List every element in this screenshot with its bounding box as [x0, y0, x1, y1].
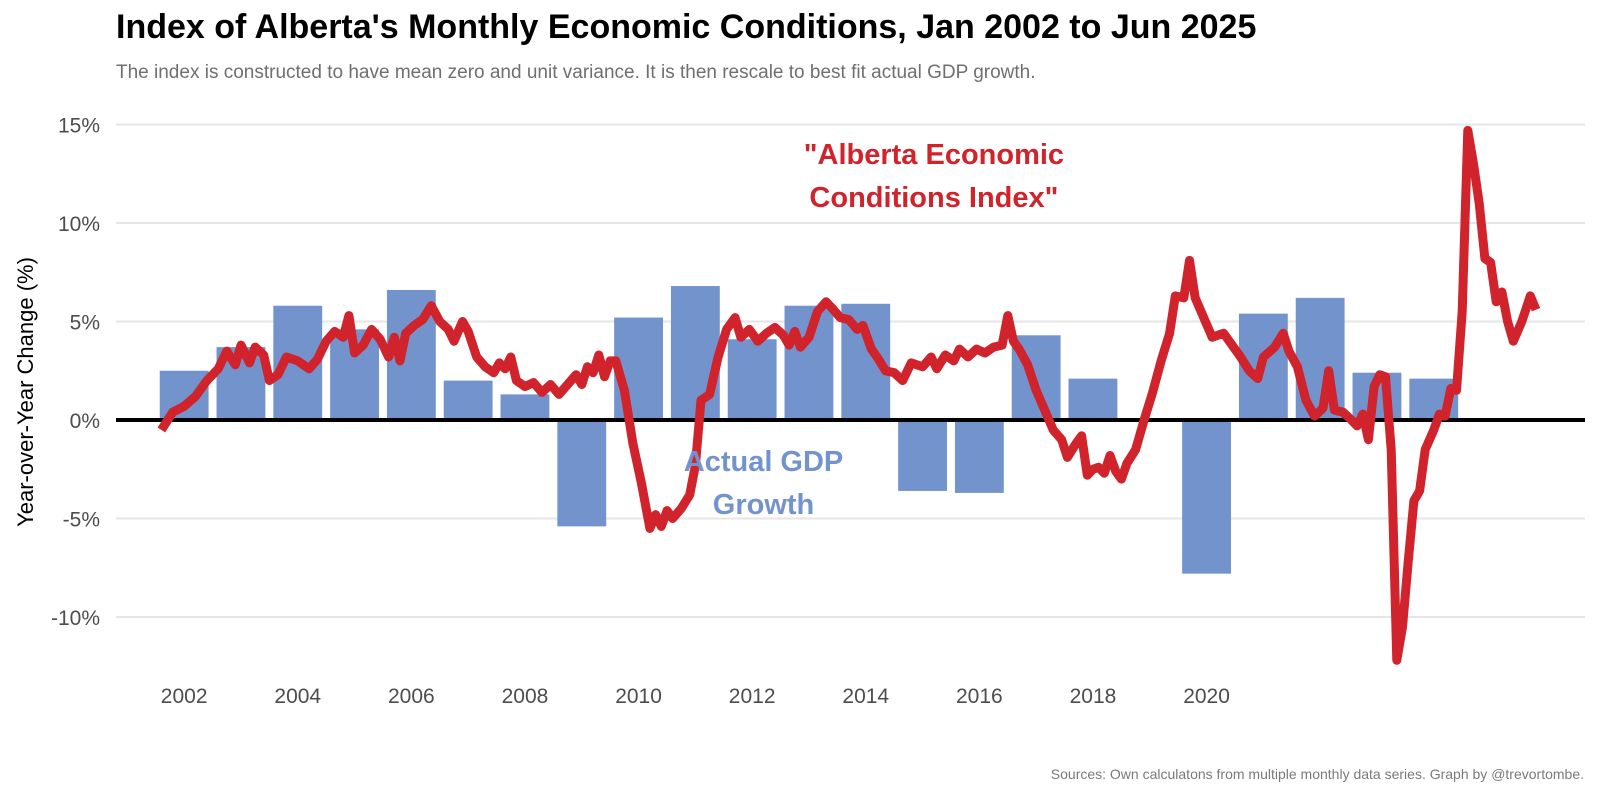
x-axis-ticks: 2002 2004 2006 2008 2010 2012 2014 2016 2018 2020 — [161, 685, 1230, 708]
gdp-annotation: Actual GDP Growth — [684, 446, 844, 521]
x-tick-label: 2002 — [161, 685, 208, 708]
gdp-bar — [784, 305, 834, 420]
source-caption: Sources: Own calculatons from multiple m… — [1050, 766, 1584, 782]
y-tick-label: -10% — [51, 607, 100, 630]
x-tick-label: 2020 — [1183, 685, 1230, 708]
x-tick-label: 2014 — [842, 685, 889, 708]
y-tick-label: -5% — [63, 509, 100, 532]
chart-subtitle: The index is constructed to have mean ze… — [116, 62, 1036, 83]
y-tick-label: 0% — [70, 410, 100, 433]
annotation-line: "Alberta Economic — [804, 139, 1064, 171]
x-tick-label: 2008 — [502, 685, 549, 708]
gdp-bar — [557, 420, 607, 527]
gdp-bar — [1182, 420, 1231, 574]
annotations: "Alberta Economic Conditions Index" Actual… — [684, 139, 1064, 521]
x-tick-label: 2010 — [615, 685, 662, 708]
x-tick-label: 2012 — [729, 685, 776, 708]
annotation-line: Conditions Index" — [809, 182, 1058, 214]
gdp-bar — [1068, 378, 1118, 420]
gdp-bar — [898, 420, 947, 491]
x-tick-label: 2016 — [956, 685, 1003, 708]
y-tick-label: 5% — [70, 312, 100, 335]
index-line — [157, 125, 1541, 665]
y-axis-label: Year-over-Year Change (%) — [13, 257, 38, 527]
gdp-bar — [500, 394, 550, 420]
annotation-line: Actual GDP — [684, 446, 844, 478]
chart-title: Index of Alberta's Monthly Economic Cond… — [116, 8, 1257, 46]
gdp-bar — [954, 420, 1004, 493]
gdp-bar — [670, 286, 720, 420]
y-axis-ticks: 15% 10% 5% 0% -5% -10% — [51, 115, 100, 631]
gdp-bar — [727, 339, 777, 420]
gdp-bar — [443, 380, 493, 420]
x-tick-label: 2006 — [388, 685, 435, 708]
x-tick-label: 2018 — [1070, 685, 1117, 708]
y-tick-label: 15% — [58, 115, 100, 138]
index-annotation: "Alberta Economic Conditions Index" — [804, 139, 1064, 214]
annotation-line: Growth — [713, 489, 815, 521]
x-tick-label: 2004 — [274, 685, 321, 708]
y-tick-label: 10% — [58, 213, 100, 236]
